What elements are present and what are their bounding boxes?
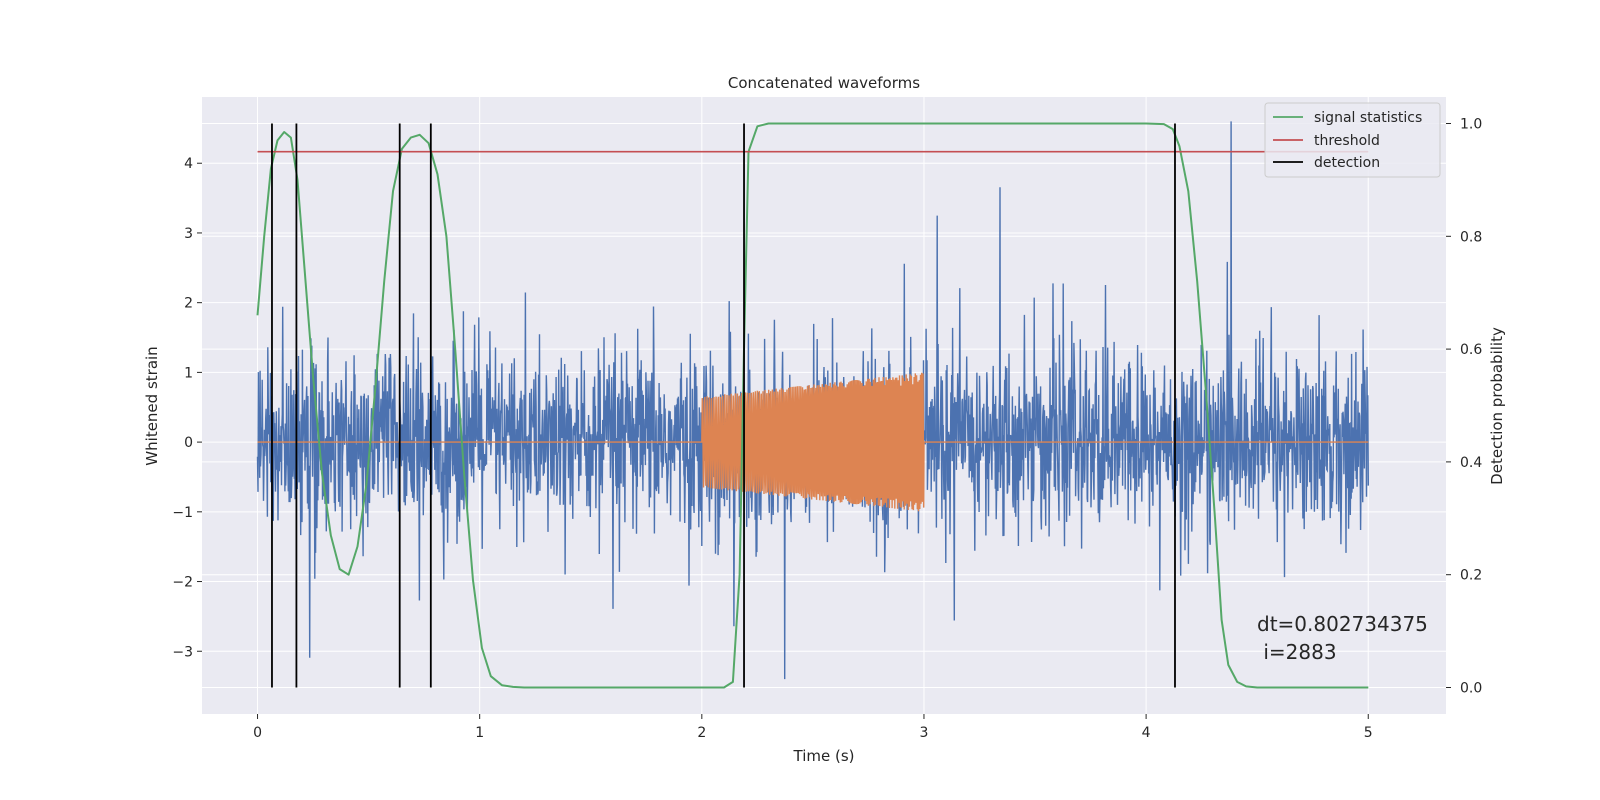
y2-tick-label-4: 0.8 bbox=[1460, 229, 1482, 245]
x-tick-label-0: 0 bbox=[253, 725, 262, 741]
x-tick-label-5: 5 bbox=[1364, 725, 1373, 741]
legend-label-detection: detection bbox=[1314, 155, 1380, 171]
annotation-i: i=2883 bbox=[1257, 640, 1337, 664]
y-tick-label-7: 4 bbox=[184, 156, 193, 172]
annotation-dt: dt=0.802734375 bbox=[1257, 612, 1428, 636]
legend-box bbox=[1264, 102, 1441, 178]
y2-tick-label-5: 1.0 bbox=[1460, 117, 1482, 133]
x-tick-label-4: 4 bbox=[1142, 725, 1151, 741]
y2-tick-label-3: 0.6 bbox=[1460, 342, 1482, 358]
y-axis-label: Whitened strain bbox=[143, 346, 161, 465]
legend: signal statistics threshold detection bbox=[1264, 102, 1441, 178]
y2-axis-label: Detection probability bbox=[1488, 327, 1506, 485]
injection-series bbox=[257, 372, 1369, 512]
x-tick-label-2: 2 bbox=[697, 725, 706, 741]
y-tick-label-4: 1 bbox=[184, 365, 193, 381]
y-tick-label-3: 0 bbox=[184, 435, 193, 451]
injection-line bbox=[257, 372, 1369, 512]
signal-statistics-series bbox=[256, 122, 1369, 689]
signal-statistics-line bbox=[256, 122, 1369, 689]
legend-label-signal: signal statistics bbox=[1314, 110, 1422, 126]
y2-tick-label-2: 0.4 bbox=[1460, 455, 1482, 471]
chart-title: Concatenated waveforms bbox=[728, 74, 920, 92]
x-tick-label-1: 1 bbox=[475, 725, 484, 741]
x-axis-label: Time (s) bbox=[793, 747, 855, 765]
y-tick-label-2: −1 bbox=[172, 505, 193, 521]
y-tick-label-5: 2 bbox=[184, 296, 193, 312]
y2-tick-label-1: 0.2 bbox=[1460, 568, 1482, 584]
axes-layer: 0 1 2 3 4 5 −3 −2 −1 0 1 2 3 4 0.0 0.2 0.4 0.6 0.8 1.0 bbox=[172, 117, 1482, 741]
y-tick-label-6: 3 bbox=[184, 226, 193, 242]
detection-series bbox=[271, 123, 1176, 688]
y-tick-label-1: −2 bbox=[172, 575, 193, 591]
x-tick-label-3: 3 bbox=[920, 725, 929, 741]
y-tick-label-0: −3 bbox=[172, 644, 193, 660]
y2-tick-label-0: 0.0 bbox=[1460, 680, 1482, 696]
legend-label-threshold: threshold bbox=[1314, 133, 1380, 149]
